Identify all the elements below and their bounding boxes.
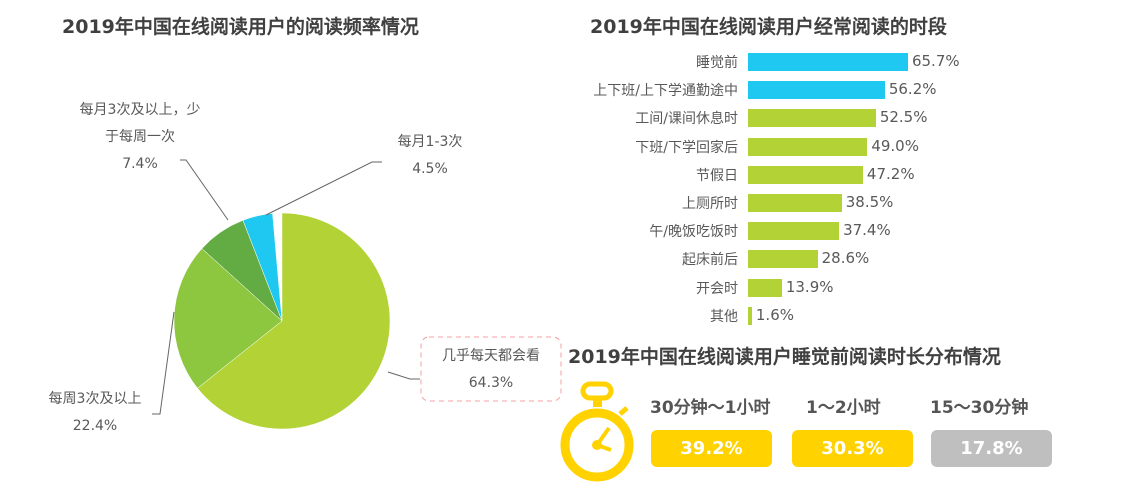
- pie-title: 2019年中国在线阅读用户的阅读频率情况: [62, 16, 419, 38]
- bar: [748, 53, 908, 71]
- pie-label-monthly1: 每月1-3次 4.5%: [397, 134, 463, 177]
- bar-value-label: 1.6%: [755, 305, 794, 324]
- pie-label-weekly: 每周3次及以上 22.4%: [48, 391, 142, 434]
- bar-value-label: 28.6%: [821, 249, 870, 268]
- leader-line-daily: [387, 371, 420, 380]
- bar-category-label: 睡觉前: [696, 55, 738, 71]
- duration-label: 1～2小时: [806, 398, 881, 418]
- bar: [748, 306, 752, 325]
- bar-value-label: 37.4%: [843, 221, 891, 240]
- bar: [748, 165, 863, 184]
- bar-category-label: 起床前后: [682, 252, 738, 269]
- leader-line-monthly3: [180, 159, 229, 221]
- bar-category-label: 午/晚饭吃饭时: [649, 224, 738, 241]
- bar: [748, 194, 842, 212]
- bar-category-label: 上下班/上下学通勤途中: [593, 83, 738, 100]
- bar-category-label: 开会时: [696, 280, 738, 297]
- bar-category-label: 节假日: [696, 167, 738, 184]
- bar: [748, 278, 782, 297]
- pie-label-monthly3: 每月3次及以上，少 于每周一次 7.4%: [79, 102, 201, 172]
- bar-value-label: 49.0%: [871, 136, 919, 155]
- bar-category-label: 工间/课间休息时: [635, 111, 738, 128]
- bar: [748, 81, 885, 100]
- bar-title: 2019年中国在线阅读用户经常阅读的时段: [590, 16, 947, 38]
- duration-value-badge: 17.8%: [931, 430, 1052, 467]
- duration-label: 30分钟～1小时: [650, 398, 771, 418]
- pie-slice: [173, 248, 283, 389]
- bar: [748, 109, 876, 128]
- pie-chart: [152, 159, 562, 430]
- bar-value-label: 47.2%: [866, 164, 915, 183]
- bar-value-label: 65.7%: [911, 52, 960, 70]
- bar-value-label: 56.2%: [888, 80, 937, 99]
- bar: [748, 222, 840, 241]
- duration-value-badge: 39.2%: [651, 430, 772, 467]
- bar-category-label: 其他: [710, 308, 738, 325]
- leader-line-monthly1: [265, 161, 382, 216]
- leader-line-weekly: [152, 311, 175, 415]
- duration-label: 15～30分钟: [930, 398, 1029, 418]
- bar: [748, 137, 868, 156]
- bar-value-label: 52.5%: [879, 108, 928, 127]
- bar-value-label: 13.9%: [785, 277, 834, 296]
- bar-category-label: 上厕所时: [682, 196, 738, 212]
- bar-category-label: 下班/下学回家后: [635, 139, 738, 156]
- pie-slice: [197, 212, 391, 430]
- duration-title: 2019年中国在线阅读用户睡觉前阅读时长分布情况: [568, 346, 1001, 368]
- bar-value-label: 38.5%: [845, 193, 894, 211]
- bar: [748, 250, 818, 269]
- duration-value-badge: 30.3%: [792, 430, 913, 467]
- stopwatch-icon: [560, 381, 634, 482]
- pie-label-daily: 几乎每天都会看 64.3%: [442, 348, 540, 391]
